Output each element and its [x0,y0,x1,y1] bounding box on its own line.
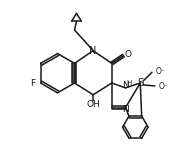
Text: O⁻: O⁻ [156,67,166,76]
Text: N: N [89,46,97,56]
Text: F: F [30,79,35,87]
Text: S: S [137,78,143,88]
Text: OH: OH [86,100,100,109]
Text: O⁻: O⁻ [159,83,169,91]
Text: N: N [122,105,129,114]
Text: N: N [122,82,129,90]
Text: H: H [127,80,132,86]
Text: O: O [125,50,132,59]
